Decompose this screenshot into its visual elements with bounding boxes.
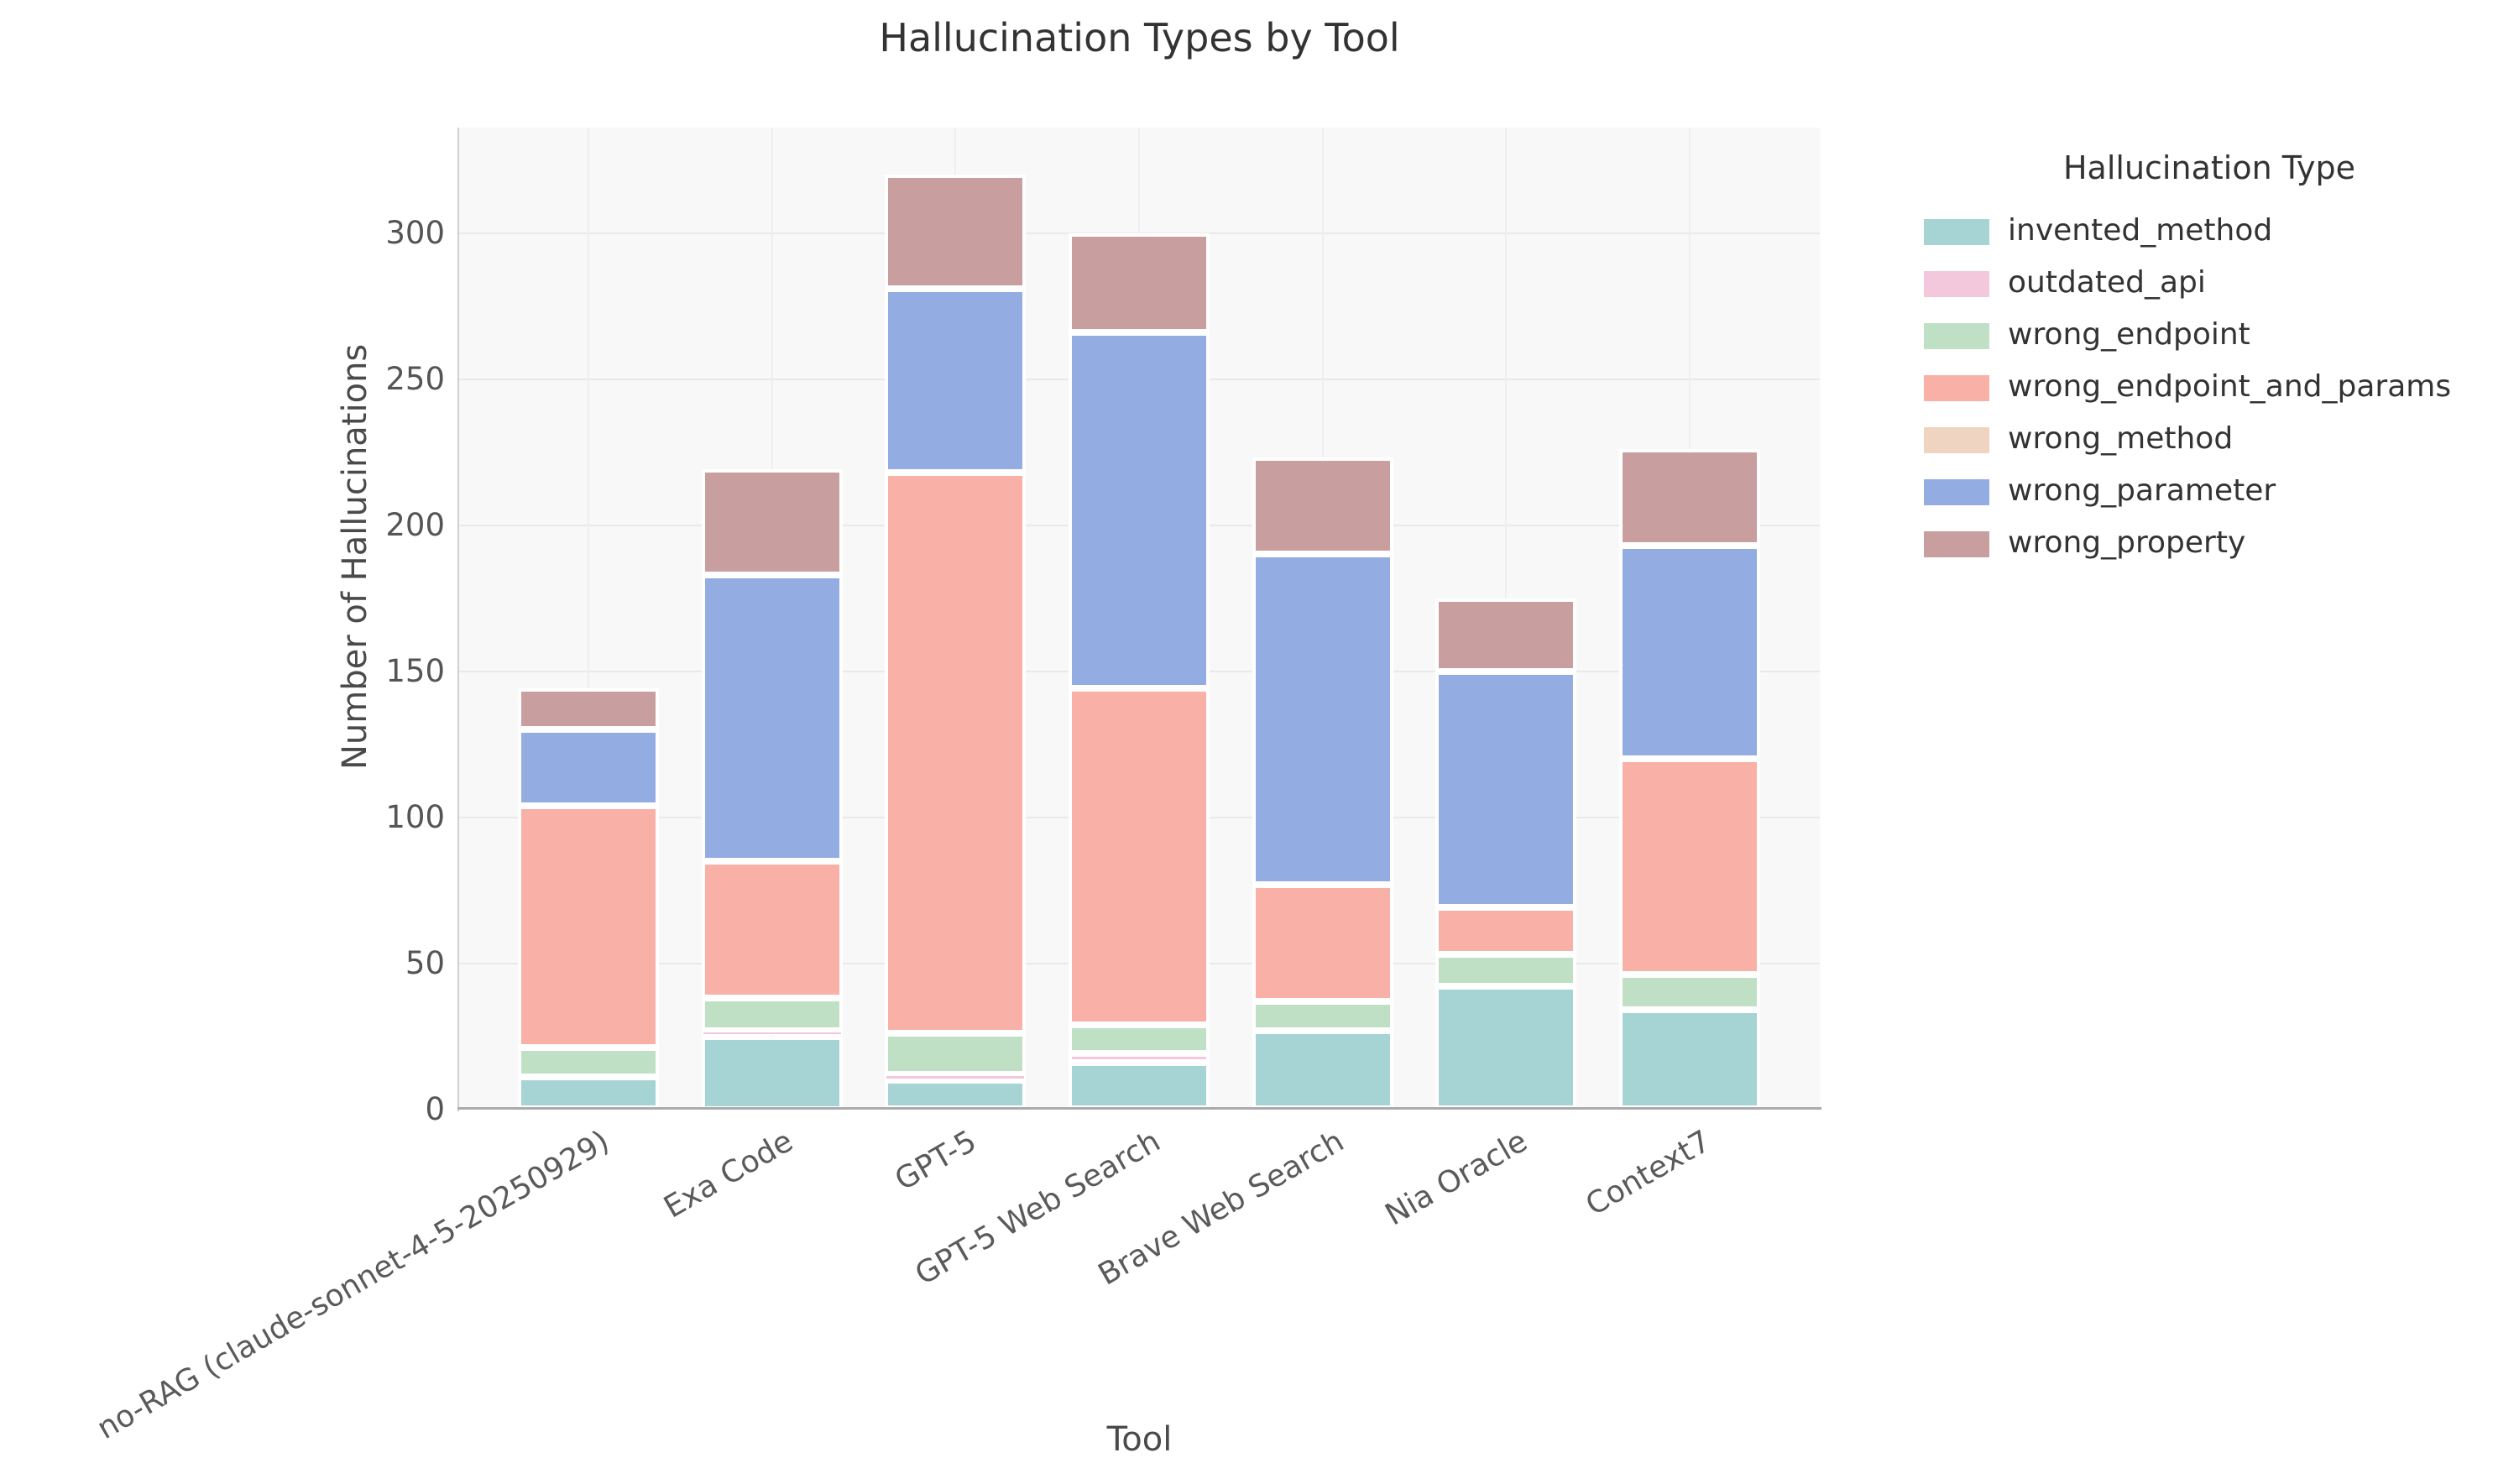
legend-swatch-wrong_endpoint (1924, 323, 1989, 349)
legend-swatch-wrong_property (1924, 531, 1989, 557)
legend-label: wrong_endpoint (2008, 317, 2250, 352)
bar-segment-invented_method (1435, 986, 1577, 1110)
left-axis-spine (457, 128, 459, 1111)
legend-label: wrong_parameter (2008, 473, 2276, 508)
x-tick-label: Nia Oracle (1379, 1124, 1534, 1233)
gridline-x (587, 128, 589, 1110)
legend-swatch-wrong_method (1924, 427, 1989, 453)
bar-segment-wrong_endpoint (1069, 1024, 1210, 1054)
legend-swatch-outdated_api (1924, 271, 1989, 297)
bar-segment-invented_method (701, 1036, 843, 1110)
bar-segment-wrong_parameter (1252, 554, 1393, 885)
legend-item-wrong_endpoint_and_params: wrong_endpoint_and_params (1924, 363, 2503, 415)
bar-segment-wrong_property (701, 469, 843, 575)
bar-segment-invented_method (1619, 1010, 1761, 1110)
bar-segment-wrong_endpoint_and_params (1435, 907, 1577, 955)
bar-segment-wrong_parameter (701, 574, 843, 861)
bar-segment-wrong_endpoint_and_params (885, 472, 1027, 1034)
y-tick-label-300: 300 (385, 214, 445, 251)
legend-item-outdated_api: outdated_api (1924, 259, 2503, 311)
bar-segment-wrong_parameter (1619, 545, 1761, 759)
y-tick-label-200: 200 (385, 506, 445, 543)
bar-segment-wrong_property (1252, 457, 1393, 555)
bar-segment-wrong_property (885, 174, 1027, 289)
x-tick-label: GPT-5 (889, 1124, 983, 1198)
legend-swatch-wrong_endpoint_and_params (1924, 375, 1989, 401)
legend-item-wrong_property: wrong_property (1924, 519, 2503, 571)
legend-title: Hallucination Type (2062, 149, 2356, 186)
bar-segment-wrong_endpoint (701, 998, 843, 1031)
bar-segment-invented_method (885, 1079, 1027, 1110)
bar-segment-wrong_parameter (885, 288, 1027, 473)
legend-item-invented_method: invented_method (1924, 206, 2503, 259)
y-tick-label-0: 0 (425, 1090, 445, 1127)
bar-segment-outdated_api (701, 1030, 843, 1037)
legend-item-wrong_parameter: wrong_parameter (1924, 467, 2503, 519)
bar-segment-wrong_property (517, 688, 659, 730)
bar-segment-wrong_property (1619, 449, 1761, 546)
bar-segment-outdated_api (885, 1074, 1027, 1080)
x-tick-label: no-RAG (claude-sonnet-4-5-20250929) (91, 1124, 615, 1447)
bar-segment-wrong_endpoint (1435, 954, 1577, 987)
bar-segment-invented_method (517, 1077, 659, 1110)
bar-segment-wrong_endpoint (1252, 1001, 1393, 1031)
legend-item-wrong_endpoint: wrong_endpoint (1924, 311, 2503, 363)
bottom-axis-spine (457, 1107, 1821, 1110)
bar-segment-wrong_endpoint (885, 1033, 1027, 1074)
bar-segment-wrong_endpoint_and_params (1252, 884, 1393, 1001)
legend-swatch-wrong_parameter (1924, 479, 1989, 505)
bar-segment-wrong_endpoint_and_params (517, 805, 659, 1048)
bar-segment-wrong_property (1069, 233, 1210, 332)
bar-segment-wrong_endpoint_and_params (1619, 758, 1761, 975)
y-tick-label-250: 250 (385, 360, 445, 397)
x-axis-label: Tool (1106, 1420, 1173, 1459)
y-tick-label-50: 50 (405, 944, 445, 981)
bar-segment-wrong_endpoint_and_params (1069, 688, 1210, 1025)
chart-title: Hallucination Types by Tool (879, 15, 1400, 60)
legend-label: wrong_endpoint_and_params (2008, 369, 2452, 404)
legend-label: wrong_property (2008, 525, 2246, 560)
bar-segment-invented_method (1069, 1062, 1210, 1110)
legend-label: invented_method (2008, 213, 2273, 248)
bar-segment-wrong_endpoint (1619, 975, 1761, 1011)
bar-segment-wrong_parameter (1069, 332, 1210, 689)
bar-segment-wrong_endpoint (517, 1048, 659, 1078)
legend-swatch-invented_method (1924, 219, 1989, 245)
plot-area (459, 128, 1820, 1110)
y-tick-label-100: 100 (385, 798, 445, 835)
bar-segment-invented_method (1252, 1030, 1393, 1110)
bar-segment-outdated_api (1069, 1053, 1210, 1063)
legend-label: wrong_method (2008, 421, 2234, 456)
x-tick-label: Context7 (1580, 1124, 1717, 1223)
legend-item-wrong_method: wrong_method (1924, 415, 2503, 467)
bar-segment-wrong_endpoint_and_params (701, 860, 843, 999)
y-tick-label-150: 150 (385, 652, 445, 689)
bar-segment-wrong_property (1435, 598, 1577, 671)
x-tick-label: Exa Code (658, 1124, 799, 1225)
legend-items: invented_method outdated_api wrong_endpoin… (1924, 206, 2503, 571)
bar-segment-wrong_parameter (517, 729, 659, 806)
bar-segment-wrong_parameter (1435, 671, 1577, 908)
legend-label: outdated_api (2008, 265, 2206, 300)
